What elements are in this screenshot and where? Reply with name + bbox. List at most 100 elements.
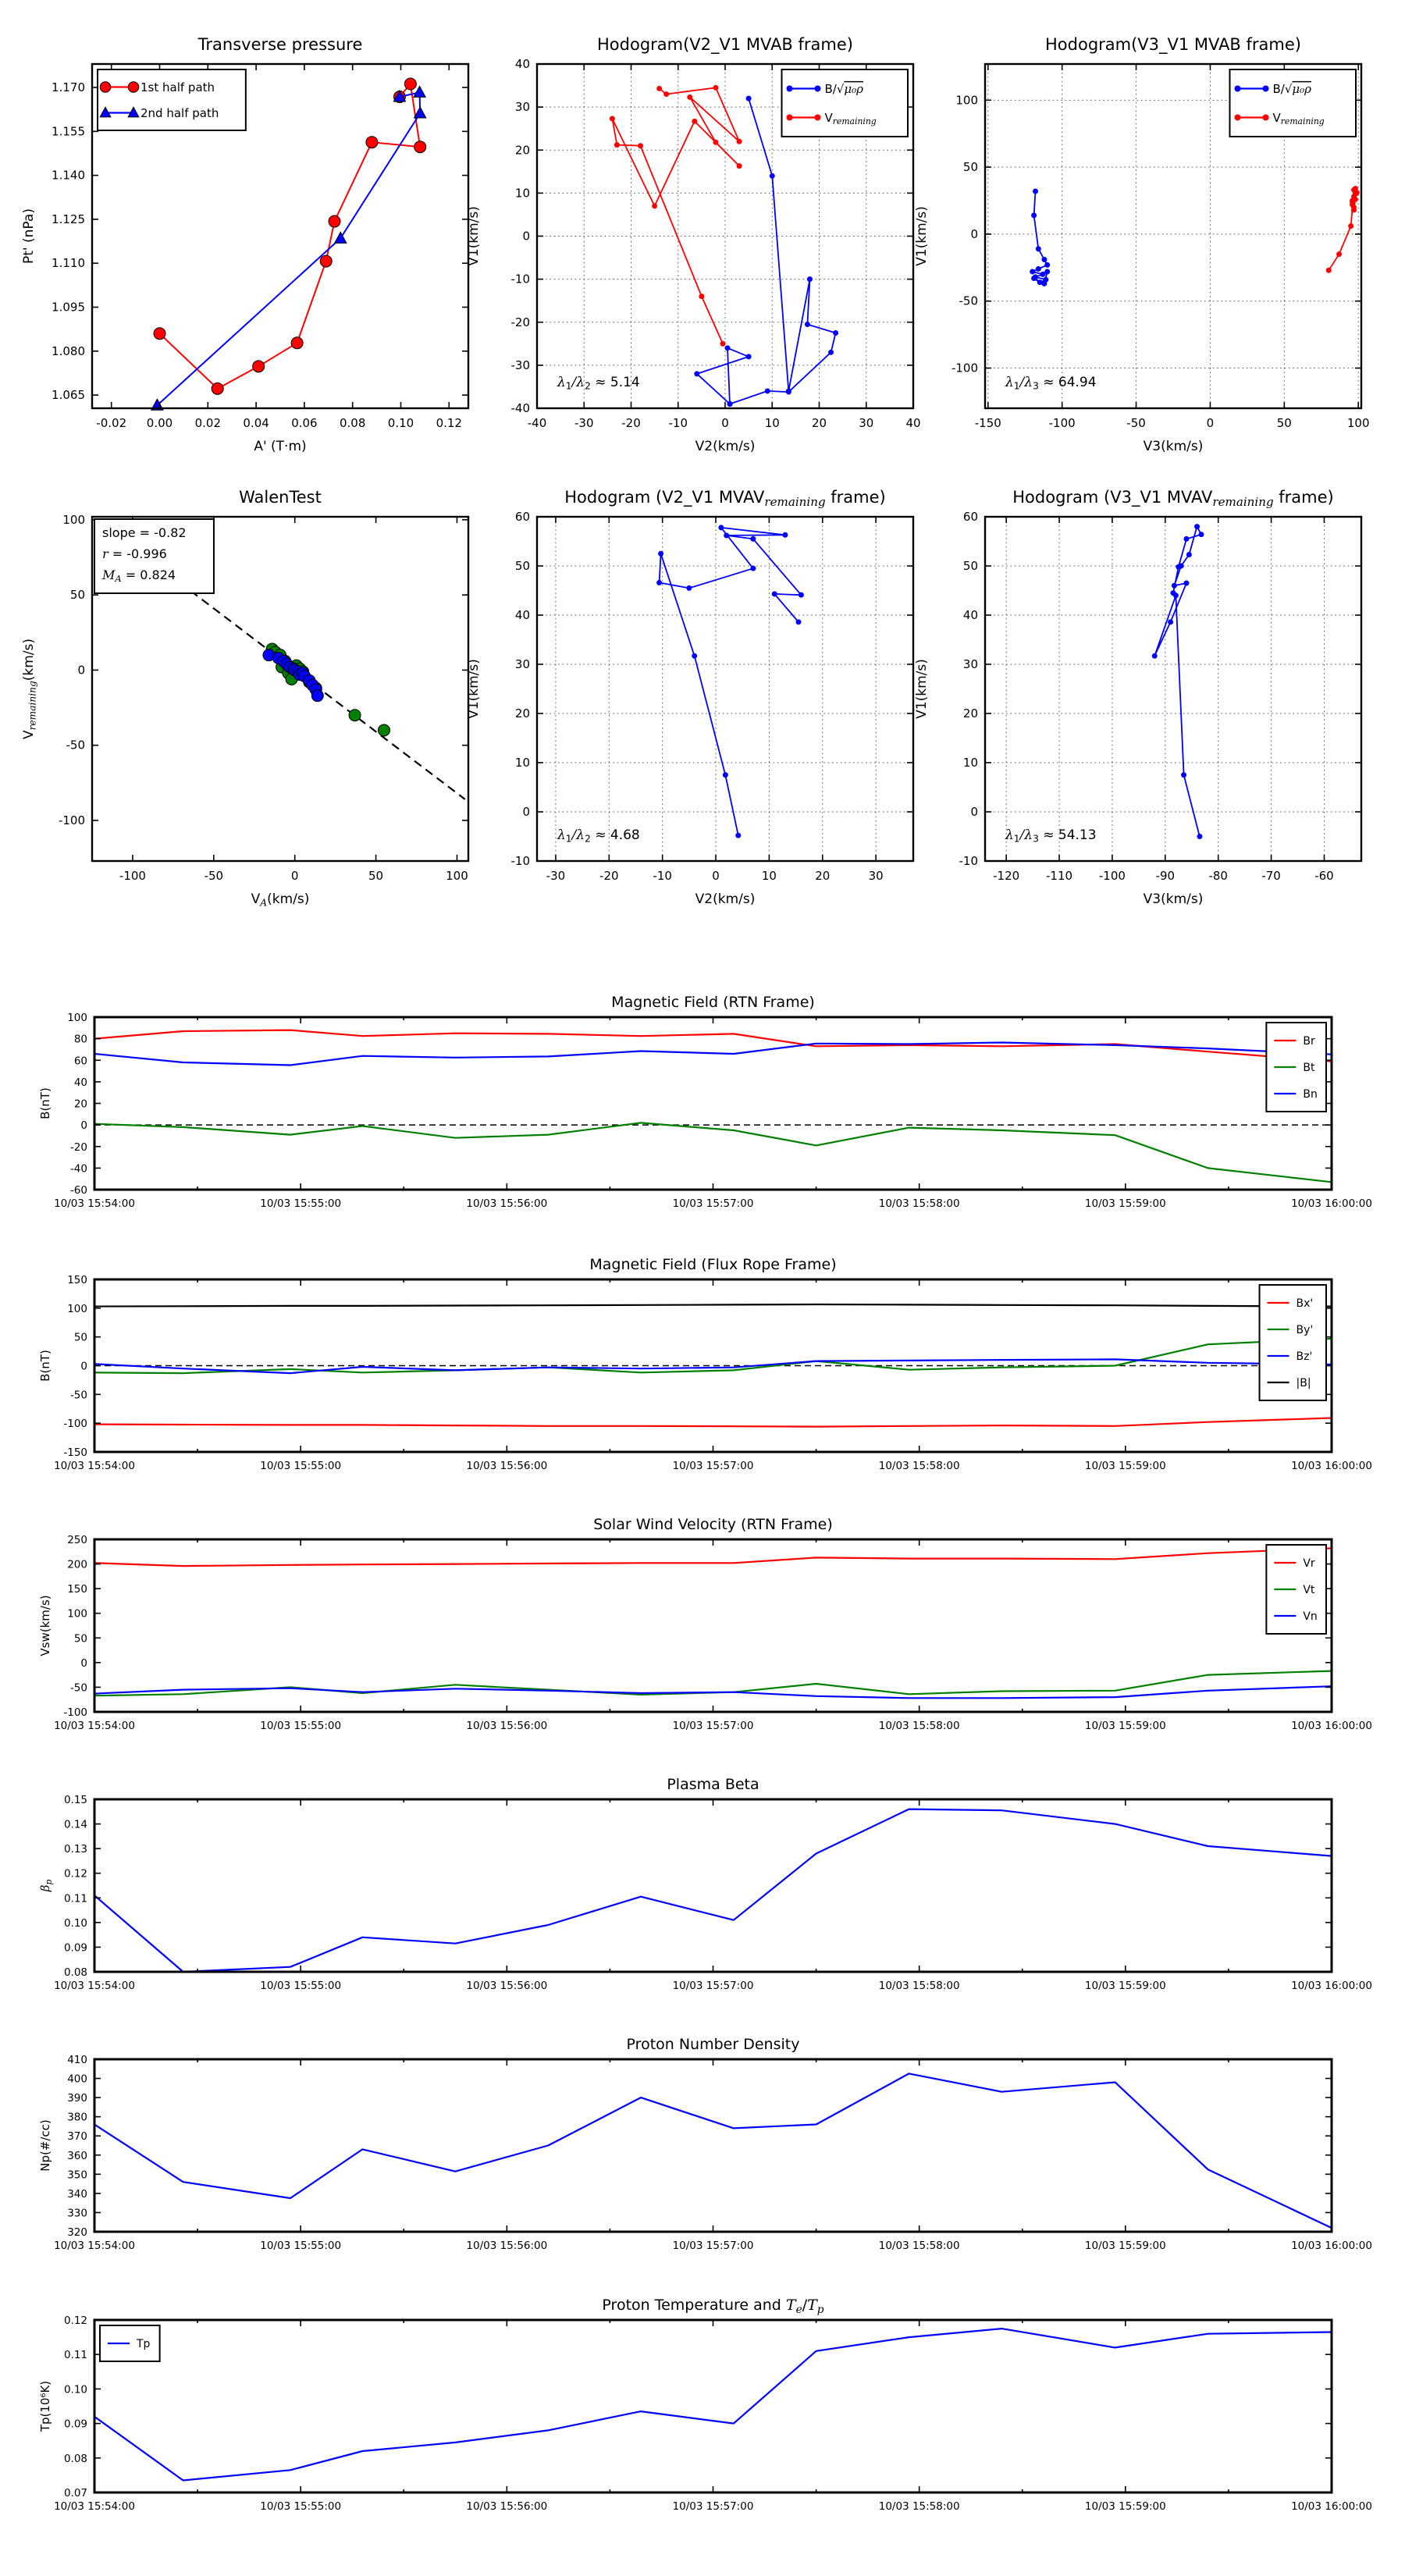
x-tick-label: -150 bbox=[975, 416, 1001, 430]
x-tick-label: -40 bbox=[528, 416, 547, 430]
y-tick-label: 0.11 bbox=[64, 1892, 87, 1905]
x-tick-label: -30 bbox=[546, 869, 566, 883]
x-tick-label: 10/03 15:58:00 bbox=[879, 2500, 960, 2513]
series-2nd-half-path-marker bbox=[413, 106, 427, 119]
series-v-path-marker bbox=[798, 592, 804, 598]
y-tick-label: 380 bbox=[67, 2112, 87, 2124]
x-tick-label: -100 bbox=[1049, 416, 1076, 430]
y-tick-label: 350 bbox=[67, 2169, 87, 2181]
y-tick-label: -40 bbox=[70, 1162, 87, 1175]
series-b-over-sqrt-mu0rho-marker bbox=[745, 95, 752, 101]
series-by-prime-line bbox=[94, 1337, 1332, 1375]
x-tick-label: 10/03 15:54:00 bbox=[54, 1197, 135, 1210]
chart-magnetic-field-rtn: 10/03 15:54:00 10/03 15:55:00 10/03 15:56:… bbox=[38, 994, 1372, 1210]
series-v-path-marker bbox=[1183, 580, 1190, 586]
y-tick-label: 0.15 bbox=[64, 1794, 87, 1806]
y-tick-label: 0.12 bbox=[64, 1868, 87, 1880]
series-walen-points-green-marker bbox=[377, 724, 390, 737]
series-1st-half-path-marker bbox=[211, 382, 224, 395]
y-tick-label: 10 bbox=[515, 756, 530, 770]
axis-ticks bbox=[94, 2058, 1332, 2233]
series-v-remaining-marker bbox=[713, 139, 719, 145]
series-v-remaining-marker bbox=[652, 203, 658, 209]
series-v-remaining-marker bbox=[656, 85, 663, 91]
y-tick-label: 20 bbox=[963, 706, 978, 720]
legend-label: 2nd half path bbox=[140, 106, 219, 120]
x-tick-label: -110 bbox=[1046, 869, 1072, 883]
x-tick-label: 10/03 15:59:00 bbox=[1085, 1980, 1166, 1992]
x-tick-label: 10/03 15:56:00 bbox=[466, 1197, 547, 1210]
legend-label: Vremaining bbox=[1273, 111, 1325, 126]
series-v-remaining-marker bbox=[736, 163, 742, 169]
y-axis-label: Vsw(km/s) bbox=[38, 1595, 52, 1656]
y-axis-label: V1(km/s) bbox=[466, 206, 482, 266]
legend-sample-marker bbox=[786, 114, 793, 121]
x-tick-label: 0.00 bbox=[147, 416, 173, 430]
chart-walen-test: -100 -50 0 50 100 -100 -50 0 50 100 WalenTest VA(km… bbox=[21, 488, 470, 908]
x-tick-label: 40 bbox=[905, 416, 920, 430]
y-axis-label: B(nT) bbox=[38, 1087, 52, 1119]
y-tick-label: 40 bbox=[74, 1076, 87, 1089]
series-v-path-marker bbox=[795, 619, 802, 625]
y-tick-label: 20 bbox=[74, 1098, 87, 1111]
legend-label: By' bbox=[1297, 1324, 1314, 1336]
legend-label: Vt bbox=[1303, 1584, 1315, 1596]
legend: Bx' By' Bz' |B| bbox=[1258, 1284, 1328, 1401]
x-tick-label: 10/03 15:59:00 bbox=[1085, 1197, 1166, 1210]
x-tick-label: 10/03 16:00:00 bbox=[1291, 1980, 1372, 1992]
y-axis-label: βp bbox=[38, 1880, 54, 1893]
x-axis-label: V2(km/s) bbox=[695, 891, 756, 907]
x-tick-label: -10 bbox=[653, 869, 672, 883]
y-tick-label: 0.13 bbox=[64, 1843, 87, 1856]
series-v-path-marker bbox=[658, 550, 664, 557]
series-b-over-sqrt-mu0rho-marker bbox=[1044, 269, 1051, 275]
series-1st-half-path-marker bbox=[414, 141, 427, 154]
eigenvalue-ratio-annotation: λ1/λ2 ≈ 5.14 bbox=[557, 375, 640, 391]
chart-title: Transverse pressure bbox=[197, 35, 363, 54]
x-tick-label: -20 bbox=[621, 416, 641, 430]
legend: Br Bt Bn bbox=[1265, 1022, 1327, 1112]
x-tick-label: 10/03 15:57:00 bbox=[673, 1980, 754, 1992]
series-2nd-half-path-marker bbox=[413, 85, 427, 98]
series-v-path-marker bbox=[656, 579, 663, 585]
series-b-over-sqrt-mu0rho bbox=[1030, 188, 1051, 286]
y-tick-label: 50 bbox=[74, 1632, 87, 1645]
series-bn bbox=[94, 1041, 1332, 1066]
y-tick-label: 10 bbox=[515, 186, 530, 200]
legend-sample-marker bbox=[127, 81, 140, 93]
y-tick-label: 0.08 bbox=[64, 2453, 87, 2465]
x-axis-label: V3(km/s) bbox=[1144, 891, 1204, 907]
y-tick-label: 400 bbox=[67, 2073, 87, 2086]
legend: B/√μ₀ρ Vremaining bbox=[1229, 69, 1357, 137]
legend-label: Vr bbox=[1303, 1557, 1315, 1570]
series-b-over-sqrt-mu0rho-marker bbox=[1031, 212, 1037, 219]
series-b-over-sqrt-mu0rho-marker bbox=[1035, 266, 1041, 272]
y-tick-label: -10 bbox=[511, 272, 531, 286]
x-tick-label: 20 bbox=[815, 869, 830, 883]
chart-magnetic-field-flux-rope: 10/03 15:54:00 10/03 15:55:00 10/03 15:56:… bbox=[38, 1256, 1372, 1472]
axes-border bbox=[984, 62, 1363, 410]
x-tick-label: -60 bbox=[1314, 869, 1334, 883]
y-tick-label: 0.09 bbox=[64, 2418, 87, 2431]
series-v-path-marker bbox=[1151, 653, 1158, 659]
series-v-path-marker bbox=[1197, 834, 1203, 839]
x-tick-label: 10/03 15:58:00 bbox=[879, 1720, 960, 1732]
axes-border bbox=[93, 1798, 1333, 1973]
x-tick-label: 0.02 bbox=[195, 416, 221, 430]
series-b-over-sqrt-mu0rho-line bbox=[696, 98, 837, 405]
y-tick-label: 60 bbox=[963, 510, 978, 524]
axis-ticks bbox=[985, 64, 1361, 408]
series-v-path-marker bbox=[686, 585, 692, 591]
chart-title: Hodogram (V2_V1 MVAVremaining frame) bbox=[564, 488, 886, 509]
series-2nd-half-path-line bbox=[156, 91, 422, 406]
chart-proton-number-density: 10/03 15:54:00 10/03 15:55:00 10/03 15:56:… bbox=[38, 2036, 1372, 2252]
chart-title: Proton Temperature and Te/Tp bbox=[602, 2297, 823, 2316]
eigenvalue-ratio-annotation: λ1/λ2 ≈ 4.68 bbox=[557, 827, 640, 844]
series-1st-half-path-marker bbox=[328, 215, 341, 228]
series-b-over-sqrt-mu0rho-marker bbox=[1041, 280, 1048, 286]
legend-sample-marker bbox=[814, 85, 821, 92]
series-1st-half-path-marker bbox=[252, 360, 265, 373]
y-tick-label: -100 bbox=[59, 813, 85, 827]
y-tick-label: 1.125 bbox=[52, 212, 85, 226]
y-tick-label: 0.14 bbox=[64, 1819, 87, 1831]
